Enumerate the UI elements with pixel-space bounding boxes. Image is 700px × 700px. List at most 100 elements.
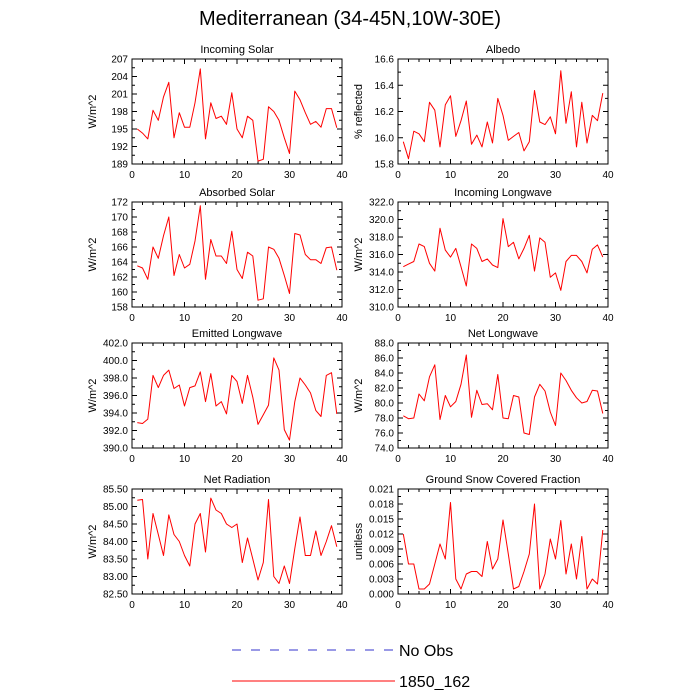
albedo-xtick-label: 0 [395, 170, 401, 181]
panel-albedo: Albedo % reflected 0 10 20 30 40 15.8 16.0 16.2 16… [353, 44, 614, 181]
incoming-longwave-ytick-label: 310.0 [369, 303, 394, 314]
absorbed-solar-xtick-label: 0 [129, 313, 135, 324]
net-longwave-series-1850-162 [403, 354, 604, 435]
net-radiation-ytick-label: 83.00 [103, 572, 128, 583]
absorbed-solar-xtick-label: 10 [179, 313, 191, 324]
incoming-solar-ytick-label: 201 [111, 90, 128, 101]
net-radiation-xtick-label: 40 [336, 600, 348, 611]
net-radiation-ytick-label: 83.50 [103, 555, 128, 566]
panel-net-longwave: Net Longwave W/m^2 0 10 20 30 40 74.0 76.0 78.0 80… [353, 328, 614, 465]
absorbed-solar-frame [131, 201, 343, 308]
legend: No Obs 1850_162 [232, 643, 470, 691]
incoming-solar-ytick-label: 192 [111, 142, 128, 153]
ground-snow-covered-fraction-ytick-label: 0.018 [369, 500, 394, 511]
absorbed-solar-series-1850-162 [137, 205, 338, 301]
net-longwave-xtick-label: 30 [550, 454, 562, 465]
emitted-longwave-ytick-label: 390.0 [103, 444, 128, 455]
net-radiation-frame [131, 488, 343, 595]
incoming-solar-ytick-label: 195 [111, 125, 128, 136]
emitted-longwave-series-1850-162 [137, 357, 338, 441]
absorbed-solar-ytick-label: 162 [111, 273, 128, 284]
ground-snow-covered-fraction-ytick-label: 0.015 [369, 515, 394, 526]
albedo-frame [397, 58, 609, 165]
net-longwave-ytick-label: 84.0 [375, 369, 395, 380]
ground-snow-covered-fraction-xtick-label: 30 [550, 600, 562, 611]
net-longwave-ytick-label: 78.0 [375, 414, 395, 425]
albedo-xtick-label: 40 [602, 170, 614, 181]
net-longwave-frame [397, 342, 609, 449]
panel-incoming-longwave: Incoming Longwave W/m^2 0 10 20 30 40 310.0 312.… [353, 187, 614, 324]
absorbed-solar-ytick-label: 164 [111, 258, 128, 269]
legend-label-1850-162: 1850_162 [399, 674, 470, 691]
incoming-longwave-ytick-label: 316.0 [369, 250, 394, 261]
net-longwave-xtick-label: 10 [445, 454, 457, 465]
albedo-series-1850-162 [402, 70, 604, 160]
panel-net-radiation: Net Radiation W/m^2 0 10 20 30 40 82.50 83.00 83.… [87, 474, 348, 611]
emitted-longwave-xtick-label: 30 [284, 454, 296, 465]
absorbed-solar-ytick-label: 172 [111, 198, 128, 209]
albedo-ytick-label: 16.6 [375, 55, 395, 66]
absorbed-solar-ytick-label: 166 [111, 243, 128, 254]
incoming-longwave-xtick-label: 40 [602, 313, 614, 324]
emitted-longwave-xtick-label: 40 [336, 454, 348, 465]
figure-title: Mediterranean (34-45N,10W-30E) [198, 8, 501, 30]
incoming-longwave-xtick-label: 30 [550, 313, 562, 324]
net-radiation-ytick-label: 84.50 [103, 520, 128, 531]
net-radiation-xtick-label: 20 [231, 600, 243, 611]
net-radiation-ytick-label: 85.50 [103, 485, 128, 496]
net-radiation-ytick-label: 82.50 [103, 590, 128, 601]
net-radiation-ytick-label: 84.00 [103, 537, 128, 548]
net-longwave-ylabel: W/m^2 [353, 379, 365, 413]
emitted-longwave-ytick-label: 394.0 [103, 409, 128, 420]
incoming-longwave-xtick-label: 10 [445, 313, 457, 324]
absorbed-solar-ylabel: W/m^2 [87, 238, 99, 272]
ground-snow-covered-fraction-ytick-label: 0.012 [369, 530, 394, 541]
ground-snow-covered-fraction-title: Ground Snow Covered Fraction [426, 474, 581, 486]
albedo-xtick-label: 30 [550, 170, 562, 181]
albedo-ylabel: % reflected [353, 84, 365, 139]
absorbed-solar-xtick-label: 40 [336, 313, 348, 324]
albedo-xtick-label: 10 [445, 170, 457, 181]
legend-label-no-obs: No Obs [399, 643, 453, 660]
emitted-longwave-xtick-label: 0 [129, 454, 135, 465]
emitted-longwave-ytick-label: 400.0 [103, 356, 128, 367]
emitted-longwave-ylabel: W/m^2 [87, 379, 99, 413]
emitted-longwave-frame [131, 342, 343, 449]
incoming-solar-xtick-label: 10 [179, 170, 191, 181]
net-radiation-series-1850-162 [137, 497, 338, 584]
ground-snow-covered-fraction-ytick-label: 0.021 [369, 485, 394, 496]
net-longwave-ytick-label: 80.0 [375, 399, 395, 410]
incoming-solar-xtick-label: 40 [336, 170, 348, 181]
ground-snow-covered-fraction-ytick-label: 0.009 [369, 545, 394, 556]
emitted-longwave-xtick-label: 20 [231, 454, 243, 465]
emitted-longwave-ytick-label: 398.0 [103, 374, 128, 385]
ground-snow-covered-fraction-series-1850-162 [402, 502, 604, 590]
net-longwave-ytick-label: 82.0 [375, 384, 395, 395]
incoming-longwave-ytick-label: 320.0 [369, 215, 394, 226]
ground-snow-covered-fraction-xtick-label: 20 [497, 600, 509, 611]
incoming-solar-frame [131, 58, 343, 165]
net-radiation-ylabel: W/m^2 [87, 525, 99, 559]
incoming-solar-title: Incoming Solar [200, 44, 274, 56]
net-radiation-xtick-label: 30 [284, 600, 296, 611]
ground-snow-covered-fraction-ytick-label: 0.000 [369, 590, 394, 601]
ground-snow-covered-fraction-xtick-label: 10 [445, 600, 457, 611]
absorbed-solar-title: Absorbed Solar [199, 187, 275, 199]
incoming-longwave-series-1850-162 [403, 218, 604, 291]
panel-absorbed-solar: Absorbed Solar W/m^2 0 10 20 30 40 158 160 162 164… [87, 187, 348, 324]
net-radiation-title: Net Radiation [204, 474, 271, 486]
ground-snow-covered-fraction-ytick-label: 0.006 [369, 560, 394, 571]
panel-incoming-solar: Incoming Solar W/m^2 0 10 20 30 40 189 192 195 198… [87, 44, 348, 181]
panel-ground-snow-covered-fraction: Ground Snow Covered Fraction unitless 0 10 2… [353, 474, 614, 611]
net-longwave-ytick-label: 76.0 [375, 429, 395, 440]
incoming-solar-series-1850-162 [136, 68, 338, 162]
incoming-solar-ytick-label: 189 [111, 160, 128, 171]
net-longwave-xtick-label: 40 [602, 454, 614, 465]
incoming-longwave-xtick-label: 20 [497, 313, 509, 324]
emitted-longwave-title: Emitted Longwave [192, 328, 283, 340]
absorbed-solar-ytick-label: 158 [111, 303, 128, 314]
incoming-solar-ylabel: W/m^2 [87, 95, 99, 129]
net-longwave-ytick-label: 74.0 [375, 444, 395, 455]
net-radiation-ytick-label: 85.00 [103, 502, 128, 513]
incoming-longwave-frame [397, 201, 609, 308]
